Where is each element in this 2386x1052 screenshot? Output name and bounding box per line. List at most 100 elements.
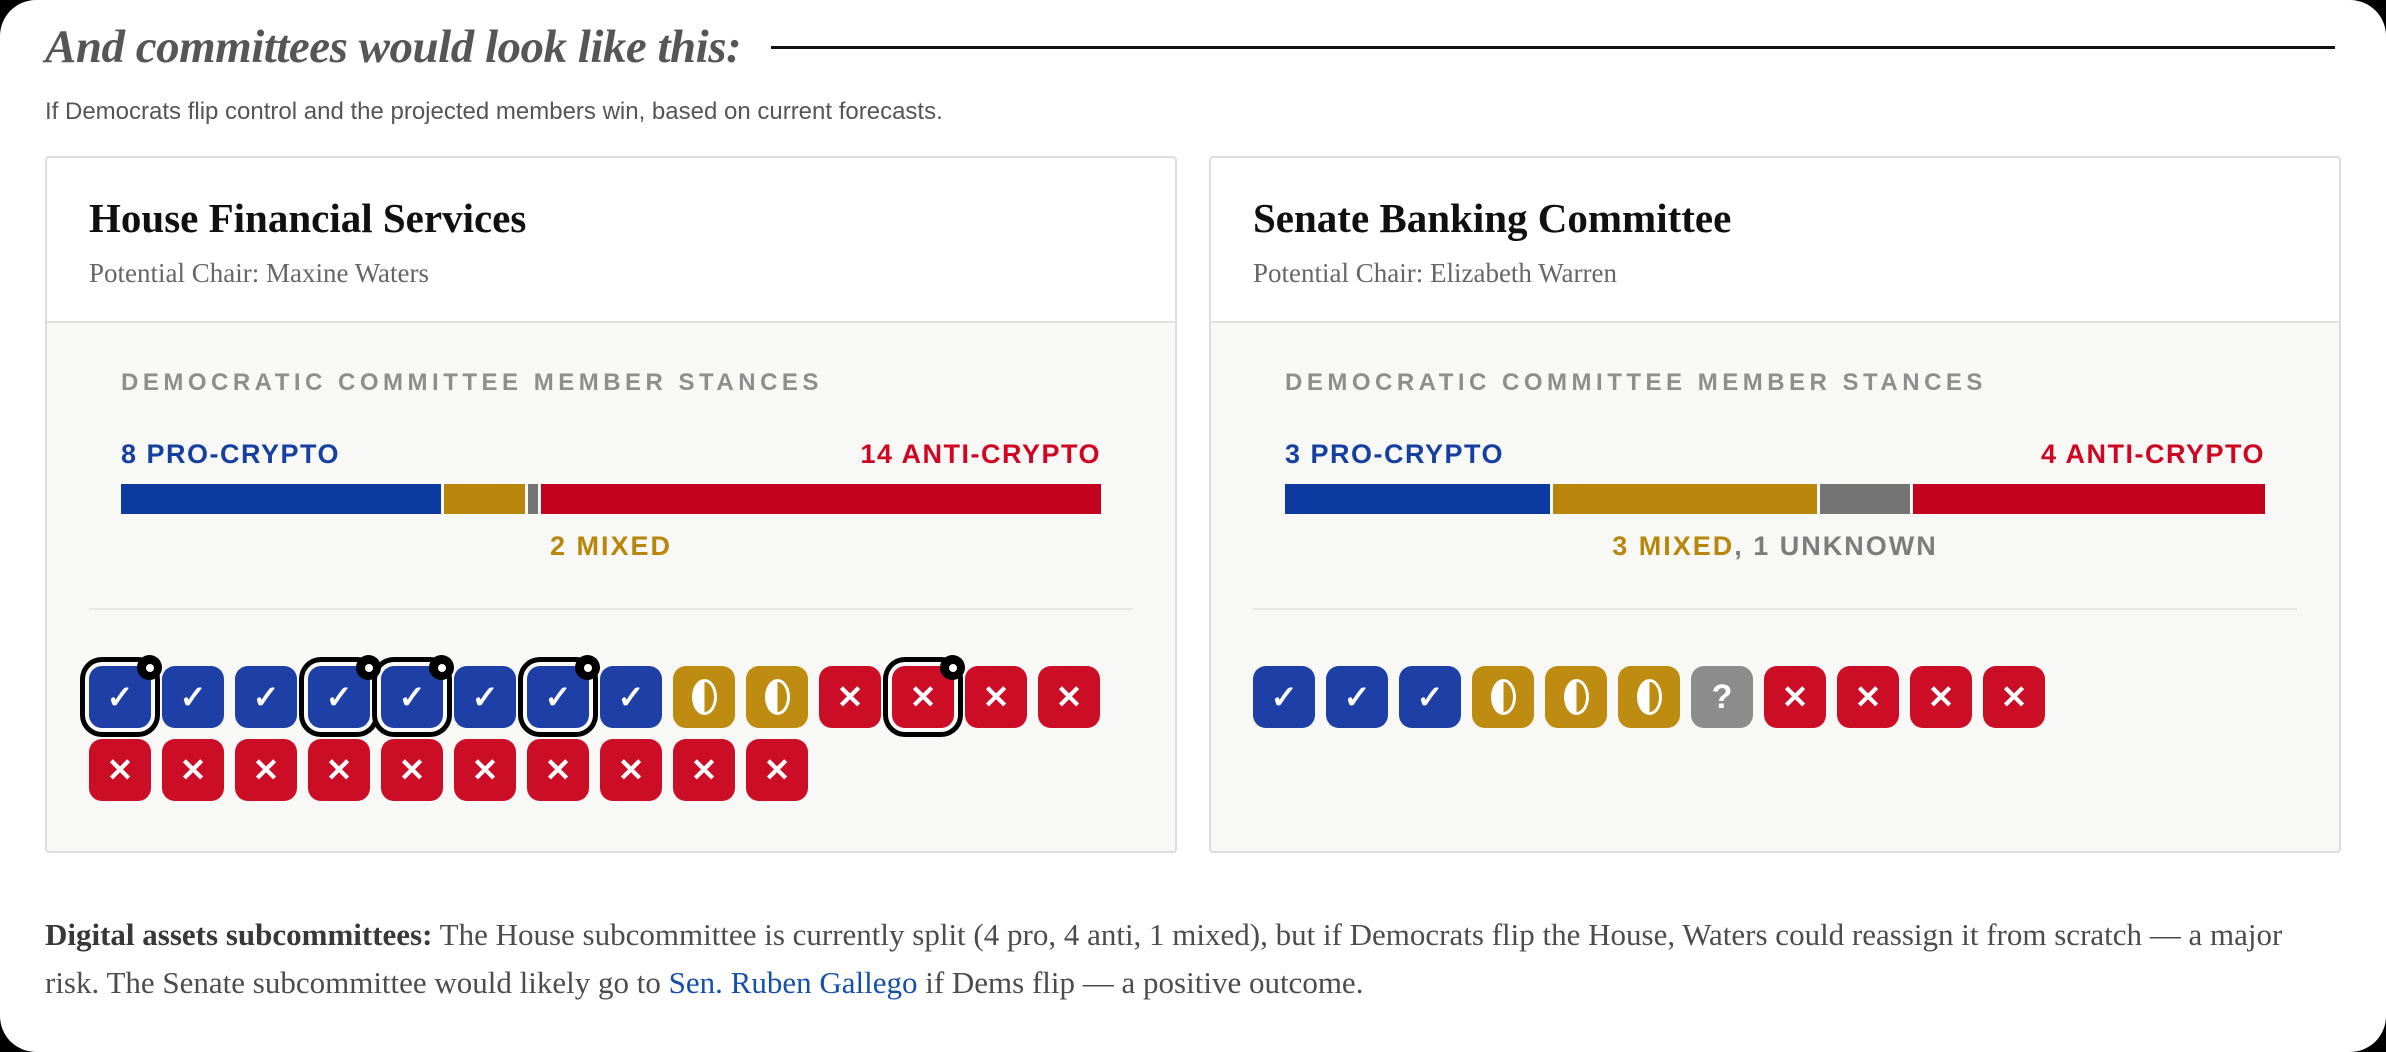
stance-stacked-bar [1285,484,2265,514]
committee-cards: House Financial Services Potential Chair… [45,156,2341,853]
member-tile-unknown[interactable]: ? [1691,666,1753,728]
bar-labels: 8 PRO-CRYPTO 14 ANTI-CRYPTO [121,439,1101,470]
member-tile-anti-highlighted[interactable]: ✕ [892,655,965,728]
check-icon: ✓ [325,679,353,715]
house-committee-card: House Financial Services Potential Chair… [45,156,1177,853]
member-tile-anti[interactable]: ✕ [235,739,297,801]
member-tile-pro-highlighted[interactable]: ✓ [308,655,381,728]
member-tile-anti[interactable]: ✕ [1764,666,1826,728]
check-icon: ✓ [1343,679,1371,715]
member-tile-anti[interactable]: ✕ [1983,666,2045,728]
section-header: And committees would look like this: [45,20,2341,74]
dot-badge-icon [137,655,162,680]
bar-segment-anti [1912,484,2265,514]
potential-chair: Potential Chair: Elizabeth Warren [1253,258,1617,288]
x-icon: ✕ [1055,679,1083,715]
member-tile-pro-highlighted[interactable]: ✓ [381,655,454,728]
member-tile-mixed[interactable] [1472,666,1534,728]
member-tile-grid: ✓ ✓ ✓ ✓ ✓ ✓ ✓ ✓ ✕ ✕ ✕ ✕ ✕ ✕ ✕ ✕ ✕ ✕ ✕ ✕ ✕ ✕ [89,655,1133,801]
member-tile-pro[interactable]: ✓ [454,666,516,728]
member-tile-anti[interactable]: ✕ [1837,666,1899,728]
x-icon: ✕ [325,752,353,788]
member-tile-anti[interactable]: ✕ [89,739,151,801]
member-tile-anti[interactable]: ✕ [1038,666,1100,728]
member-tile-anti[interactable]: ✕ [965,666,1027,728]
member-tile-anti[interactable]: ✕ [673,739,735,801]
card-header: Senate Banking Committee Potential Chair… [1211,158,2339,321]
x-icon: ✕ [106,752,134,788]
x-icon: ✕ [398,752,426,788]
member-tile-pro[interactable]: ✓ [600,666,662,728]
committee-title: Senate Banking Committee [1253,195,1732,241]
member-tile-anti[interactable]: ✕ [819,666,881,728]
member-tile-row: ✓ ✓ ✓ ✓ ✓ ✓ ✓ ✓ ✕ ✕ ✕ ✕ [89,655,1133,728]
panel-divider [1253,608,2297,610]
member-tile-pro-highlighted[interactable]: ✓ [527,655,600,728]
stances-heading: DEMOCRATIC COMMITTEE MEMBER STANCES [121,369,823,396]
member-tile-anti[interactable]: ✕ [381,739,443,801]
x-icon: ✕ [982,679,1010,715]
check-icon: ✓ [471,679,499,715]
member-tile-pro-highlighted[interactable]: ✓ [89,655,162,728]
dot-badge-icon [356,655,381,680]
member-tile-anti[interactable]: ✕ [1910,666,1972,728]
member-tile-anti[interactable]: ✕ [454,739,516,801]
panel-divider [89,608,1133,610]
bar-segment-pro [121,484,442,514]
ruben-gallego-link[interactable]: Sen. Ruben Gallego [668,965,918,1001]
dot-badge-icon [940,655,965,680]
member-tile-anti[interactable]: ✕ [746,739,808,801]
page-subtitle: If Democrats flip control and the projec… [45,98,943,125]
stances-heading: DEMOCRATIC COMMITTEE MEMBER STANCES [1285,369,1987,396]
x-icon: ✕ [1927,679,1955,715]
x-icon: ✕ [1854,679,1882,715]
pro-count-label: 8 PRO-CRYPTO [121,439,341,469]
member-tile-mixed[interactable] [673,666,735,728]
mixed-count-line: 3 MIXED, 1 UNKNOWN [1285,531,2265,562]
x-icon: ✕ [179,752,207,788]
page-title: And committees would look like this: [45,21,742,73]
title-rule-line [771,45,2335,49]
member-tile-anti[interactable]: ✕ [527,739,589,801]
x-icon: ✕ [617,752,645,788]
half-circle-icon [691,679,717,715]
half-circle-icon [1636,679,1662,715]
member-tile-pro[interactable]: ✓ [1326,666,1388,728]
half-circle-icon [764,679,790,715]
stances-chart: DEMOCRATIC COMMITTEE MEMBER STANCES 8 PR… [89,369,1133,562]
stances-panel: DEMOCRATIC COMMITTEE MEMBER STANCES 3 PR… [1211,321,2339,851]
bar-segment-anti [540,484,1101,514]
member-tile-pro[interactable]: ✓ [162,666,224,728]
footnote-lead: Digital assets subcommittees: [45,917,433,952]
stance-stacked-bar [121,484,1101,514]
senate-committee-card: Senate Banking Committee Potential Chair… [1209,156,2341,853]
member-tile-anti[interactable]: ✕ [162,739,224,801]
anti-count-label: 4 ANTI-CRYPTO [2040,439,2265,469]
member-tile-row: ✓ ✓ ✓? ✕ ✕ ✕ ✕ [1253,666,2297,728]
dot-badge-icon [575,655,600,680]
subcommittee-footnote: Digital assets subcommittees: The House … [45,911,2341,1007]
member-tile-pro[interactable]: ✓ [1399,666,1461,728]
potential-chair: Potential Chair: Maxine Waters [89,258,430,288]
committee-title: House Financial Services [89,195,527,241]
check-icon: ✓ [1270,679,1298,715]
member-tile-pro[interactable]: ✓ [235,666,297,728]
dot-badge-icon [429,655,454,680]
check-icon: ✓ [544,679,572,715]
x-icon: ✕ [471,752,499,788]
member-tile-anti[interactable]: ✕ [600,739,662,801]
bar-labels: 3 PRO-CRYPTO 4 ANTI-CRYPTO [1285,439,2265,470]
member-tile-anti[interactable]: ✕ [308,739,370,801]
check-icon: ✓ [106,679,134,715]
member-tile-mixed[interactable] [1618,666,1680,728]
member-tile-pro[interactable]: ✓ [1253,666,1315,728]
mixed-count-label: 2 MIXED [549,531,673,561]
bar-segment-pro [1285,484,1551,514]
mixed-count-label: 3 MIXED [1612,531,1735,561]
check-icon: ✓ [179,679,207,715]
x-icon: ✕ [690,752,718,788]
member-tile-grid: ✓ ✓ ✓? ✕ ✕ ✕ ✕ [1253,666,2297,728]
member-tile-mixed[interactable] [746,666,808,728]
member-tile-mixed[interactable] [1545,666,1607,728]
